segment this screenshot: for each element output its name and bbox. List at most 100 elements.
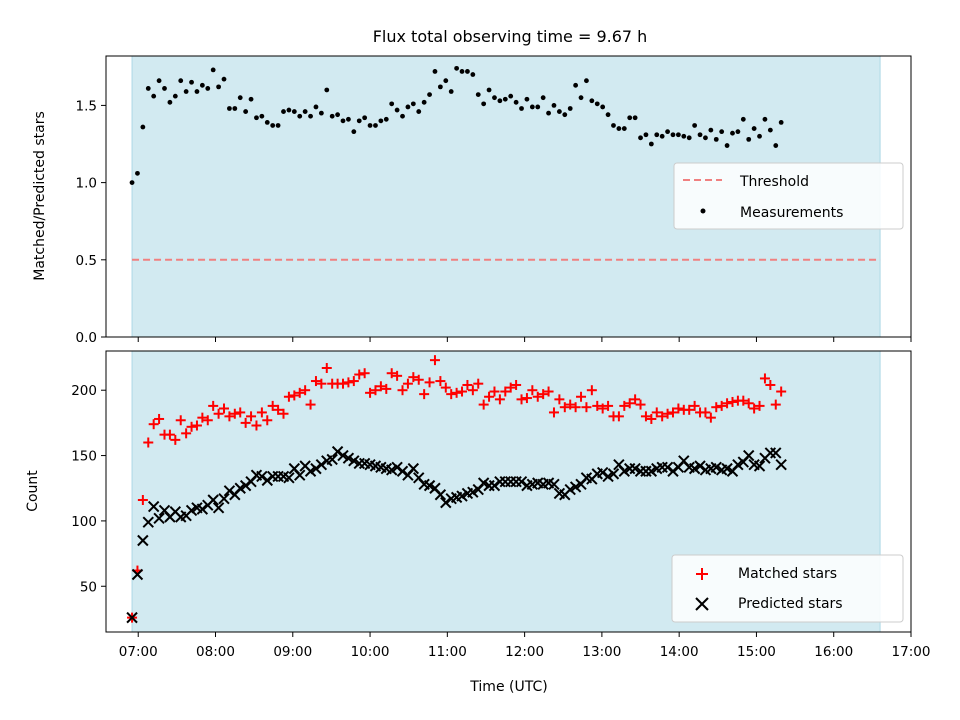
predicted-star-point xyxy=(137,534,149,547)
measurement-point xyxy=(486,87,492,93)
x-tick-label: 12:00 xyxy=(505,644,544,660)
measurement-point xyxy=(697,132,703,138)
predicted-star-point xyxy=(407,462,420,475)
measurement-point xyxy=(524,96,530,102)
measurement-point xyxy=(529,104,535,110)
matched-star-point xyxy=(586,385,597,396)
measurement-point xyxy=(248,96,254,102)
matched-star-point xyxy=(191,420,202,431)
measurement-point xyxy=(703,135,708,141)
measurement-point xyxy=(757,133,762,139)
measurement-point xyxy=(556,109,562,114)
measurement-point xyxy=(670,132,676,138)
predicted-star-point xyxy=(596,466,609,479)
matched-star-point xyxy=(181,428,192,439)
x-tick-label: 09:00 xyxy=(273,644,312,660)
measurement-point xyxy=(519,106,524,111)
matched-star-point xyxy=(256,407,267,418)
matched-star-point xyxy=(640,411,651,422)
y-tick-label: 1.5 xyxy=(76,98,97,114)
matched-star-point xyxy=(457,386,468,397)
count-legend: Matched stars Predicted stars xyxy=(671,554,904,623)
predicted-star-point xyxy=(775,458,787,471)
y-tick-label: 150 xyxy=(71,449,97,465)
matched-star-point xyxy=(392,370,403,381)
measurement-point xyxy=(178,78,184,84)
matched-star-point xyxy=(759,373,770,384)
measurement-point xyxy=(410,101,416,107)
matched-star-point xyxy=(543,386,554,397)
x-tick-label: 17:00 xyxy=(892,644,931,660)
predicted-star-point xyxy=(256,470,268,483)
measurement-point xyxy=(232,106,238,111)
measurement-point xyxy=(237,95,243,101)
predicted-star-point xyxy=(326,453,338,466)
y-tick-label: 0.0 xyxy=(76,330,97,346)
y-tick-label: 200 xyxy=(71,383,97,399)
matched-star-point xyxy=(348,376,359,387)
measurement-point xyxy=(567,106,573,111)
measurement-point xyxy=(140,124,146,130)
matched-star-point xyxy=(413,374,424,385)
matched-star-point xyxy=(359,368,370,379)
measurement-point xyxy=(454,65,460,71)
measurement-point xyxy=(481,101,487,107)
measurement-point xyxy=(692,123,698,128)
measurement-point xyxy=(665,129,670,135)
measurement-point xyxy=(632,115,638,121)
predicted-star-point xyxy=(126,611,138,624)
measurement-point xyxy=(135,170,140,176)
matched-star-point xyxy=(505,382,516,393)
matched-star-point xyxy=(381,383,392,394)
measurement-point xyxy=(286,107,292,113)
matched-star-point xyxy=(613,411,624,422)
measurement-point xyxy=(167,99,173,105)
legend-measurements-label: Measurements xyxy=(740,205,843,221)
matched-star-point xyxy=(689,400,700,411)
measurement-point xyxy=(427,92,432,97)
measurement-point xyxy=(513,99,519,105)
measurement-point xyxy=(773,143,779,148)
measurement-point xyxy=(719,129,725,135)
matched-star-point xyxy=(175,415,186,426)
matched-star-point xyxy=(148,419,159,430)
predicted-star-point xyxy=(294,469,306,481)
legend-threshold-label: Threshold xyxy=(739,174,809,190)
measurement-point xyxy=(654,132,660,138)
matched-star-point xyxy=(657,411,668,422)
matched-star-point xyxy=(667,407,678,418)
matched-star-point xyxy=(402,378,413,389)
measurement-point xyxy=(254,115,259,121)
measurement-point xyxy=(724,143,730,148)
matched-star-point xyxy=(137,494,148,505)
measurement-point xyxy=(156,78,162,84)
matched-star-point xyxy=(473,378,484,389)
count-panel: 50 100 150 200 07:00 08:00 09:00 10:00 11:00 12:… xyxy=(25,350,931,695)
matched-star-point xyxy=(559,402,570,413)
y-tick-label: 100 xyxy=(71,514,97,530)
ratio-axes-frame xyxy=(105,55,912,338)
matched-star-point xyxy=(489,386,500,397)
matched-star-point xyxy=(186,421,197,432)
matched-star-point xyxy=(651,407,662,418)
matched-star-point xyxy=(548,407,559,418)
matched-star-point xyxy=(365,387,376,398)
predicted-star-point xyxy=(223,485,236,497)
measurement-point xyxy=(421,99,427,105)
measurement-point xyxy=(470,72,476,77)
predicted-star-point xyxy=(661,461,674,474)
predicted-star-point xyxy=(207,494,219,506)
matched-star-point xyxy=(240,417,251,428)
matched-star-point xyxy=(619,400,630,411)
matched-star-point xyxy=(310,376,321,387)
measurement-point xyxy=(551,103,557,108)
y-tick-label: 50 xyxy=(80,579,97,595)
measurement-point xyxy=(578,95,584,101)
matched-star-point xyxy=(224,411,235,422)
measurement-point xyxy=(383,116,389,122)
matched-star-point xyxy=(765,379,776,390)
predicted-star-point xyxy=(261,474,273,487)
matched-star-point xyxy=(700,407,711,418)
matched-star-point xyxy=(576,391,587,402)
